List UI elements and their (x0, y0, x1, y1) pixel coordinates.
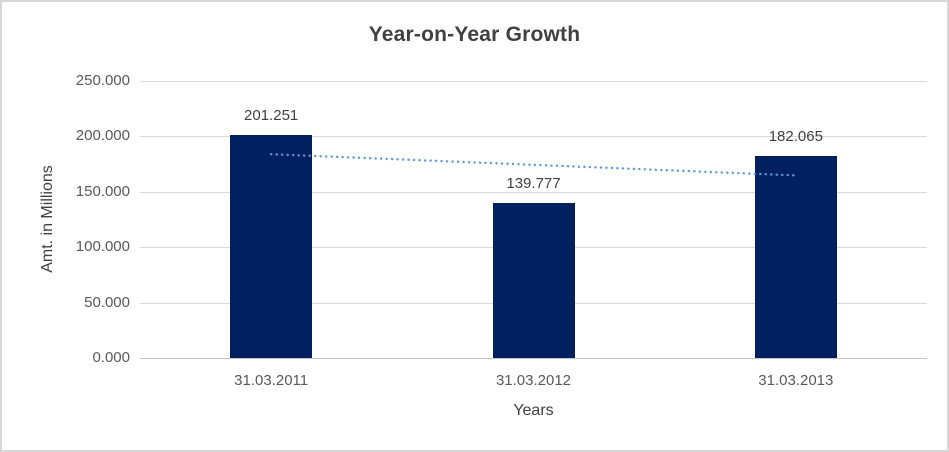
x-tick-label: 31.03.2012 (495, 372, 572, 389)
bar-value-label: 182.065 (768, 128, 823, 146)
y-tick-label: 150.000 (75, 183, 130, 200)
chart-title: Year-on-Year Growth (368, 23, 581, 46)
gridline (140, 192, 927, 193)
bar-value-label: 201.251 (244, 107, 299, 124)
x-tick-label: 31.03.2011 (234, 372, 309, 389)
x-axis-title: Years (513, 402, 554, 419)
gridline (140, 81, 927, 82)
x-axis-line (140, 358, 927, 359)
y-tick-label: 50.000 (84, 294, 130, 311)
x-tick-label: 31.03.2013 (758, 372, 834, 389)
bar-31.03.2012 (492, 203, 575, 358)
gridline (140, 136, 927, 137)
bar-31.03.2011 (230, 135, 313, 358)
y-tick-label: 200.000 (75, 127, 130, 144)
y-tick-label: 250.000 (75, 72, 130, 89)
y-tick-label: 0.000 (92, 349, 130, 366)
bar-value-label: 139.777 (506, 175, 561, 193)
y-axis-title: Amt. in Millions (39, 165, 56, 273)
y-tick-label: 100.000 (75, 238, 130, 255)
bar-31.03.2013 (754, 156, 837, 358)
